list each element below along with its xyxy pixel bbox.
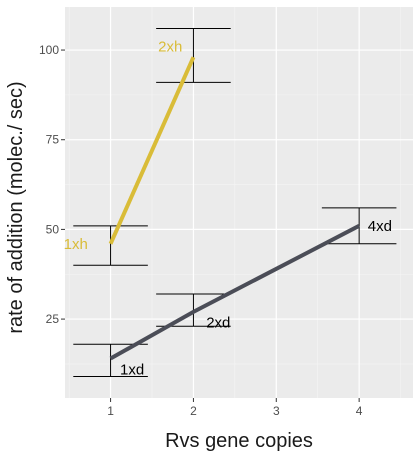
plot-panel bbox=[65, 7, 413, 398]
y-tick-label: 75 bbox=[46, 133, 60, 147]
data-label-4xd: 4xd bbox=[368, 218, 392, 235]
error-bars bbox=[73, 28, 397, 377]
x-tick-label: 3 bbox=[273, 404, 280, 418]
y-tick-label: 50 bbox=[46, 222, 60, 236]
data-label-2xh: 2xh bbox=[158, 38, 182, 55]
series-line bbox=[108, 56, 196, 245]
axis-ticks: 1 2 3 4 25 50 75 100 bbox=[39, 43, 363, 418]
data-label-1xh: 1xh bbox=[64, 236, 88, 253]
x-tick-label: 2 bbox=[190, 404, 197, 418]
x-tick-label: 1 bbox=[107, 404, 114, 418]
y-tick-label: 100 bbox=[39, 43, 59, 57]
y-tick-label: 25 bbox=[46, 312, 60, 326]
x-axis-title: Rvs gene copies bbox=[165, 430, 313, 452]
data-label-1xd: 1xd bbox=[120, 361, 144, 378]
series-lines bbox=[108, 56, 361, 361]
y-axis-title: rate of addition (molec./ sec) bbox=[5, 81, 27, 333]
series-line bbox=[109, 224, 361, 361]
x-tick-label: 4 bbox=[356, 404, 363, 418]
data-label-2xd: 2xd bbox=[206, 315, 230, 332]
point-labels: 1xh 2xh 1xd 2xd 4xd bbox=[64, 38, 392, 378]
